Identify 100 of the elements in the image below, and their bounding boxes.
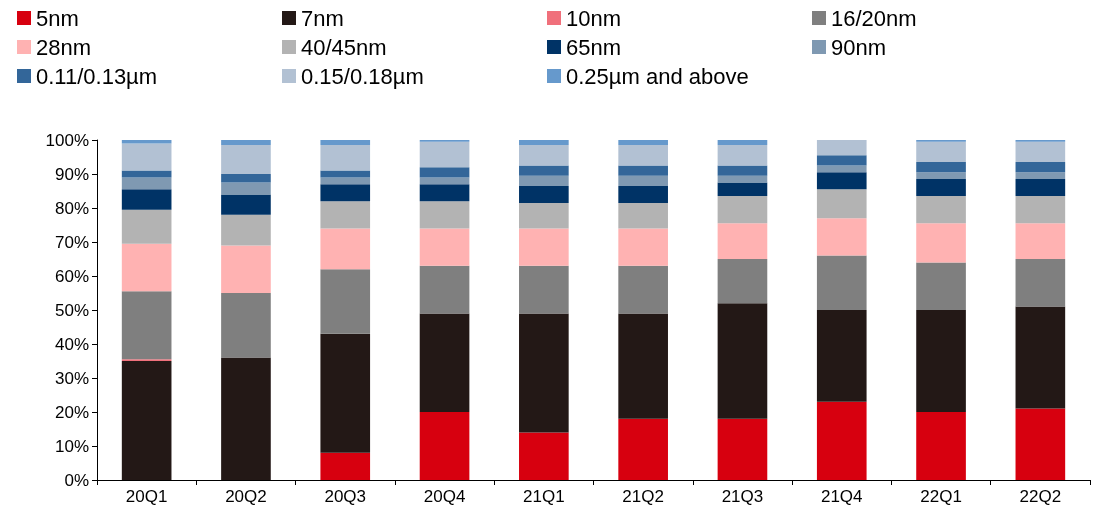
bar [717,303,768,419]
bar [121,189,172,210]
bar [618,165,668,176]
bar [916,141,966,163]
bar [717,418,768,480]
legend-label: 16/20nm [831,5,917,31]
bar [221,140,271,146]
bar [618,313,668,419]
bar [320,184,371,202]
legend-label: 0.11/0.13µm [36,63,158,89]
legend-label: 40/45nm [301,34,387,60]
bar [419,184,470,202]
bar [916,179,966,197]
bar [519,202,569,229]
bar [717,182,768,197]
legend-label: 5nm [36,5,79,31]
bar [717,175,768,183]
y-tick-label: 30% [54,368,89,388]
bar [519,145,569,166]
bar [419,228,470,266]
bar [916,196,966,224]
bar [221,245,271,293]
bar [1015,162,1066,173]
bar [916,262,966,310]
bar [1015,408,1066,480]
y-tick-label: 70% [54,232,89,252]
bar [320,269,371,334]
bar [221,174,271,183]
bar [717,259,768,304]
bar [121,177,172,190]
x-tick-label: 21Q4 [820,487,863,506]
bar [1015,141,1066,163]
bar [816,172,867,190]
bar [717,145,768,166]
bar [618,140,668,146]
bar [320,452,371,480]
bar [419,201,470,229]
bar [717,223,768,259]
bar [1015,172,1066,180]
bar [221,214,271,246]
y-tick-label: 0% [64,470,89,490]
x-tick-label: 20Q1 [125,487,168,506]
bar [519,175,569,186]
x-tick-label: 21Q3 [721,487,764,506]
bar [419,141,470,168]
bar [618,145,668,166]
bar [221,293,271,358]
bar [916,412,966,480]
bar [618,202,668,229]
bar [519,165,569,176]
legend-label: 0.25µm and above [566,63,749,89]
bar [320,228,371,270]
bar [221,182,271,195]
x-tick-label: 22Q2 [1019,487,1062,506]
bar [1015,306,1066,409]
bar [320,140,371,146]
bar [1015,179,1066,197]
bar [320,177,371,185]
y-tick-label: 100% [45,130,89,150]
bar [221,145,271,174]
bar [816,218,867,256]
bar [320,333,371,453]
bar [121,209,172,244]
bar [519,313,569,433]
legend-label: 7nm [301,5,344,31]
bar [121,143,172,171]
bar [816,401,867,480]
y-tick-label: 90% [54,164,89,184]
bar [121,361,172,480]
bar [916,172,966,180]
bar [816,310,867,402]
bar [121,291,172,360]
x-tick-label: 20Q4 [423,487,466,506]
y-tick-label: 50% [54,300,89,320]
y-tick-label: 40% [54,334,89,354]
bar [519,228,569,266]
bar [320,201,371,229]
legend-label: 28nm [36,34,92,60]
bar [618,265,668,314]
x-tick-label: 21Q1 [523,487,565,506]
x-tick-label: 22Q1 [920,487,962,506]
bar [717,140,768,146]
bar [816,155,867,166]
bar [916,162,966,173]
bar [419,265,470,314]
bar [221,194,271,215]
bar [816,140,867,156]
bar [519,432,569,480]
legend-label: 65nm [566,34,622,60]
bar [916,310,966,412]
bar [221,357,271,480]
bar [121,243,172,292]
legend-label: 0.15/0.18µm [301,63,424,89]
bar [717,196,768,224]
x-tick-label: 20Q2 [225,487,267,506]
y-tick-label: 80% [54,198,89,218]
bar [1015,259,1066,307]
x-tick-label: 20Q3 [324,487,367,506]
bar [618,228,668,266]
y-tick-label: 60% [54,266,89,286]
